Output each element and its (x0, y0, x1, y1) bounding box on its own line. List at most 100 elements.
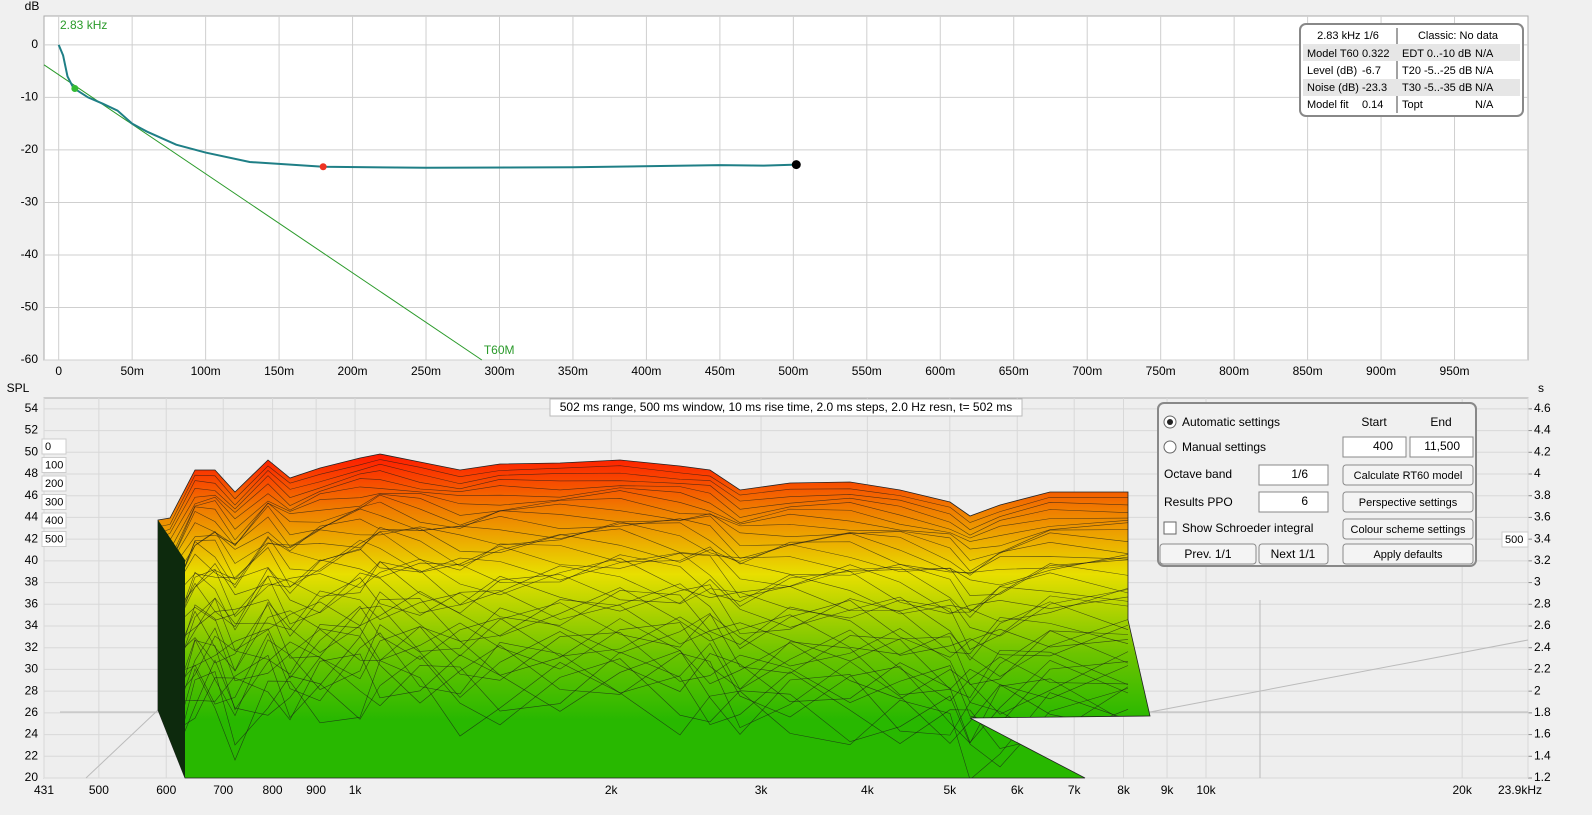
y-tick-label: 34 (25, 618, 39, 632)
depth-label: 100 (45, 459, 63, 471)
x-tick-label: 950m (1440, 364, 1470, 378)
annotation: 2.83 kHz (60, 18, 107, 32)
y-tick-label: 42 (25, 531, 39, 545)
button[interactable] (1342, 518, 1474, 540)
button[interactable] (1342, 491, 1474, 513)
contour (158, 486, 1129, 551)
table-cell: 0.14 (1362, 99, 1383, 111)
x-tick-label: 431 (34, 783, 54, 797)
x-tick-label: 500 (89, 783, 109, 797)
contour (158, 650, 1129, 741)
checkbox[interactable] (1163, 521, 1177, 535)
x-tick-label: 6k (1011, 783, 1025, 797)
marker (319, 163, 327, 171)
next-button[interactable] (1258, 543, 1329, 565)
table-cell: Model fit (1307, 99, 1349, 111)
x-tick-label: 3k (755, 783, 769, 797)
contour (158, 651, 1129, 770)
y-tick-label: 20 (25, 770, 39, 784)
y2-tick-label: 4.2 (1534, 444, 1551, 458)
radio-manual[interactable] (1163, 440, 1177, 454)
x-tick-label: 450m (705, 364, 735, 378)
y2-tick-label: 1.6 (1534, 727, 1551, 741)
label: Start (1361, 415, 1387, 429)
octave-select[interactable] (1258, 464, 1329, 486)
y2-tick-label: 3.2 (1534, 553, 1551, 567)
floor-line (85, 709, 159, 779)
x-tick-label: 800m (1219, 364, 1249, 378)
waterfall-info: 502 ms range, 500 ms window, 10 ms rise … (560, 400, 1013, 414)
contour (158, 463, 1129, 534)
y-tick-label: 22 (25, 748, 39, 762)
end-input[interactable] (1409, 436, 1474, 458)
y-label: SPL (7, 381, 30, 395)
fit-label: T60M (484, 343, 515, 357)
y-tick-label: 26 (25, 705, 39, 719)
x-tick-label: 1k (349, 783, 363, 797)
x-tick-label: 850m (1293, 364, 1323, 378)
x-tick-label: 500m (778, 364, 808, 378)
ppo-select[interactable] (1258, 491, 1329, 513)
table-cell: N/A (1475, 48, 1494, 60)
info-table: 2.83 kHz 1/6 Classic: No data Model T60 0.3… (1299, 23, 1524, 117)
depth-label: 400 (45, 515, 63, 527)
floor-line (1149, 639, 1529, 713)
table-cell: EDT 0..-10 dB (1402, 48, 1472, 60)
x-tick-label: 150m (264, 364, 294, 378)
contour (158, 636, 1129, 744)
prev-button[interactable] (1159, 543, 1257, 565)
contour (158, 493, 1129, 567)
y2-tick-label: 4.6 (1534, 401, 1551, 415)
contour (158, 561, 1129, 657)
start-input[interactable] (1342, 436, 1407, 458)
y2-tick-label: 2.8 (1534, 596, 1551, 610)
x-tick-label: 900m (1366, 364, 1396, 378)
contour (158, 624, 1129, 748)
table-cell: Topt (1402, 99, 1423, 111)
table-header: 2.83 kHz 1/6 (1317, 30, 1379, 42)
table-cell: T20 -5..-25 dB (1402, 65, 1472, 77)
y2-tick-label: 2 (1534, 683, 1541, 697)
depth-label: 500 (45, 533, 63, 545)
table-cell: Noise (dB) (1307, 82, 1359, 94)
x-tick-label: 300m (484, 364, 514, 378)
x-tick-label: 600 (156, 783, 176, 797)
contour (158, 660, 1129, 778)
contour (158, 528, 1129, 607)
x-tick-label: 400m (631, 364, 661, 378)
contour (158, 557, 1129, 649)
y2-tick-label: 1.4 (1534, 748, 1551, 762)
contour (158, 526, 1129, 617)
table-cell: N/A (1475, 99, 1494, 111)
label: Show Schroeder integral (1182, 521, 1313, 535)
button[interactable] (1342, 464, 1474, 486)
x-tick-label: 800 (263, 783, 283, 797)
x-tick-label: 650m (999, 364, 1029, 378)
depth-box (41, 438, 67, 455)
y2-tick-label: 3.6 (1534, 510, 1551, 524)
x-tick-label: 8k (1117, 783, 1131, 797)
contour (158, 632, 1129, 744)
contour (158, 587, 1129, 692)
x-tick-label: 200m (338, 364, 368, 378)
start-value: 400 (1373, 439, 1393, 453)
y-tick-label: 54 (25, 401, 39, 415)
label: Automatic settings (1182, 415, 1280, 429)
y-tick-label: 40 (25, 553, 39, 567)
y2-tick-label: 4.4 (1534, 423, 1551, 437)
table-cell: -6.7 (1362, 65, 1381, 77)
label: Octave band (1164, 467, 1232, 481)
x-tick-label: 10k (1196, 783, 1216, 797)
y-tick-label: 50 (25, 444, 39, 458)
button-label: Calculate RT60 model (1354, 470, 1463, 482)
x-tick-label: 0 (55, 364, 62, 378)
ppo-value: 6 (1301, 494, 1308, 508)
waterfall-surface (157, 453, 1151, 779)
y-tick-label: 46 (25, 488, 39, 502)
depth-label: 200 (45, 478, 63, 490)
x-tick-label: 550m (852, 364, 882, 378)
octave-value: 1/6 (1291, 467, 1308, 481)
button[interactable] (1342, 543, 1474, 565)
table-cell: 0.322 (1362, 48, 1390, 60)
